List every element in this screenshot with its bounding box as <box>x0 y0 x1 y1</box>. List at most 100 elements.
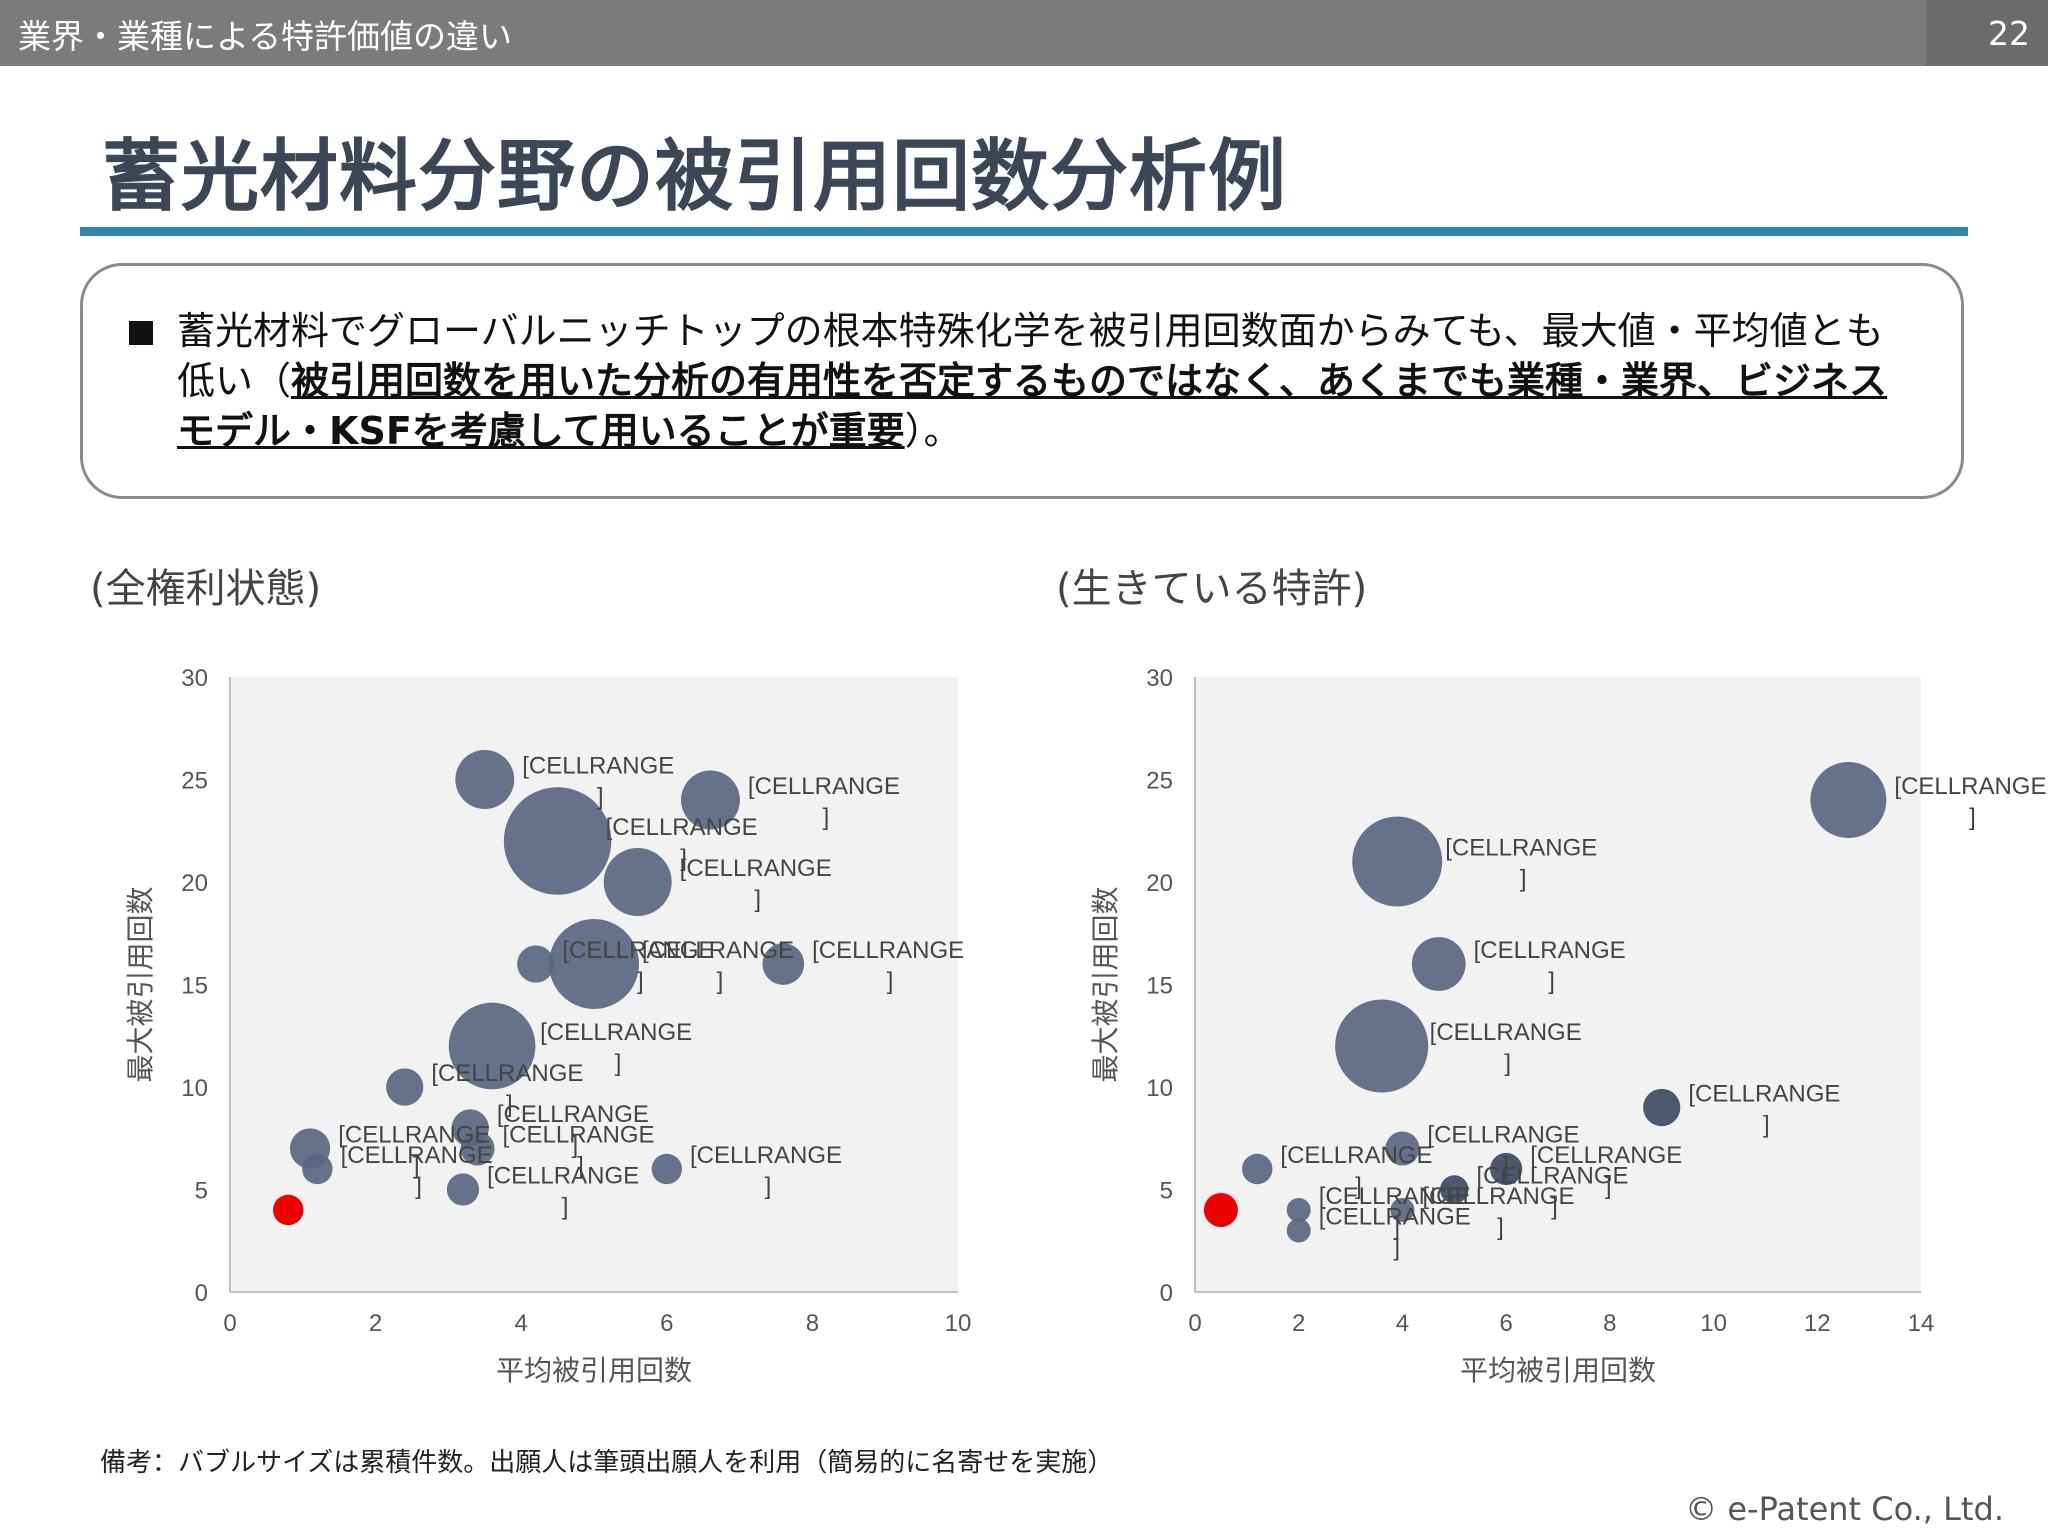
bubble <box>1440 1175 1469 1204</box>
bubble-label-bracket: ] <box>1763 1112 1770 1139</box>
bubble <box>460 1131 495 1166</box>
bubble-label-bracket: ] <box>754 886 761 913</box>
bubble <box>549 919 639 1009</box>
bubble-label: [CELLRANGE <box>1474 937 1626 964</box>
top-bar: 業界・業種による特許価値の違い 22 <box>0 0 2048 66</box>
bubble-label-bracket: ] <box>562 1194 569 1221</box>
copyright: © e-Patent Co., Ltd. <box>1685 1490 2004 1528</box>
y-tick-label: 10 <box>181 1075 208 1102</box>
bubble-label: [CELLRANGE <box>1530 1142 1682 1169</box>
summary-text: 蓄光材料でグローバルニッチトップの根本特殊化学を被引用回数面からみても、最大値・… <box>177 306 1897 456</box>
left-panel-label: (全権利状態) <box>90 566 322 612</box>
bubble-label-bracket: ] <box>1520 866 1527 893</box>
y-tick-label: 25 <box>1146 768 1173 795</box>
bubble-label: [CELLRANGE <box>540 1019 692 1046</box>
y-axis-title: 最大被引用回数 <box>124 886 157 1082</box>
bubble-label: [CELLRANGE <box>1422 1183 1574 1210</box>
bubble <box>681 770 740 830</box>
y-axis-title: 最大被引用回数 <box>1089 886 1122 1082</box>
y-tick-label: 30 <box>1146 665 1173 692</box>
y-tick-label: 0 <box>195 1280 208 1307</box>
bubble-label-bracket: ] <box>1504 1050 1511 1077</box>
highlight-bubble <box>1203 1193 1238 1227</box>
square-bullet-icon <box>129 321 153 345</box>
bubble-label-bracket: ] <box>887 968 894 995</box>
plot-area <box>1195 677 1921 1292</box>
bubble-label: [CELLRANGE <box>503 1122 655 1149</box>
bubble-label-bracket: ] <box>1497 1214 1504 1241</box>
x-tick-label: 10 <box>1700 1310 1727 1337</box>
bubble-label-bracket: ] <box>506 1091 513 1118</box>
section-title: 業界・業種による特許価値の違い <box>18 17 513 56</box>
bubble <box>1490 1152 1523 1186</box>
bubble-label: [CELLRANGE <box>1445 835 1597 862</box>
y-tick-label: 15 <box>1146 973 1173 1000</box>
bubble <box>517 945 555 983</box>
x-tick-label: 4 <box>1396 1310 1409 1337</box>
bubble-label-bracket: ] <box>415 1173 422 1200</box>
bubble-label-bracket: ] <box>615 1050 622 1077</box>
highlight-bubble <box>273 1194 304 1226</box>
y-tick-label: 5 <box>1160 1178 1173 1205</box>
bubble-label: [CELLRANGE <box>487 1163 639 1190</box>
summary-text-part-1: 蓄光材料でグローバルニッチトップの根本特殊化学を被引用回数面からみても、最大値・… <box>177 309 1884 403</box>
x-tick-label: 10 <box>945 1310 972 1337</box>
footnote: 備考：バブルサイズは累積件数。出願人は筆頭出願人を利用（簡易的に名寄せを実施） <box>100 1448 1114 1478</box>
bubble <box>1242 1153 1273 1185</box>
y-tick-label: 30 <box>181 665 208 692</box>
y-tick-label: 5 <box>195 1178 208 1205</box>
bubble <box>1335 999 1429 1093</box>
bubble-label-bracket: ] <box>765 1173 772 1200</box>
bubble-label: [CELLRANGE <box>812 937 964 964</box>
page-number-band <box>1926 0 2048 66</box>
x-tick-label: 6 <box>1499 1310 1512 1337</box>
x-tick-label: 2 <box>1292 1310 1305 1337</box>
y-tick-label: 20 <box>181 870 208 897</box>
bubble-label-bracket: ] <box>572 1132 579 1159</box>
bubble-label: [CELLRANGE <box>562 937 714 964</box>
x-tick-label: 0 <box>223 1310 236 1337</box>
bubble-label-bracket: ] <box>637 968 644 995</box>
bubble <box>446 1173 480 1206</box>
bubble-label: [CELLRANGE <box>338 1122 490 1149</box>
right-panel-label: (生きている特許) <box>1056 566 1368 612</box>
bubble <box>1286 1197 1311 1223</box>
bubble-label-bracket: ] <box>1969 804 1976 831</box>
bubble-label: [CELLRANGE <box>1894 773 2046 800</box>
bubble <box>1810 761 1887 839</box>
bubble <box>1385 1131 1420 1166</box>
bubble-label: [CELLRANGE <box>748 773 900 800</box>
x-tick-label: 6 <box>660 1310 673 1337</box>
bubble-chart-all-rights: 0 5 10 15 20 25 30 0 2 4 6 8 10 平均被引用回数 最大被引用回数 [CELLRA… <box>124 665 971 1387</box>
bubble-label: [CELLRANGE <box>1280 1142 1432 1169</box>
bubble-label: [CELLRANGE <box>1427 1122 1579 1149</box>
y-tick-label: 15 <box>181 973 208 1000</box>
x-tick-label: 4 <box>515 1310 528 1337</box>
bubble-label-bracket: ] <box>597 784 604 811</box>
x-tick-label: 8 <box>1603 1310 1616 1337</box>
bubble-label: [CELLRANGE <box>341 1142 493 1169</box>
summary-text-emphasis: 被引用回数を用いた分析の有用性を否定するものではなく、あくまでも業種・業界、ビジ… <box>177 359 1888 453</box>
bubble-label: [CELLRANGE <box>642 937 794 964</box>
bubble-label: [CELLRANGE <box>431 1060 583 1087</box>
bubble-label-bracket: ] <box>680 845 687 872</box>
bubble-label-bracket: ] <box>823 804 830 831</box>
bubble-label-bracket: ] <box>1393 1235 1400 1262</box>
bubble <box>651 1153 683 1185</box>
bubble <box>1286 1218 1311 1243</box>
x-axis-title: 平均被引用回数 <box>1460 1354 1656 1387</box>
x-tick-label: 0 <box>1188 1310 1201 1337</box>
bubble <box>603 848 672 916</box>
bubble-label: [CELLRANGE <box>1430 1019 1582 1046</box>
bubble-label: [CELLRANGE <box>606 814 758 841</box>
bubble <box>302 1153 333 1185</box>
bubble-label-bracket: ] <box>413 1153 420 1180</box>
page-number: 22 <box>1988 14 2030 53</box>
bubble <box>1352 816 1443 907</box>
bubble-label-bracket: ] <box>1551 1194 1558 1221</box>
y-tick-label: 10 <box>1146 1075 1173 1102</box>
bubble-label: [CELLRANGE <box>1477 1163 1629 1190</box>
bubble-label: [CELLRANGE <box>680 855 832 882</box>
bubble-label: [CELLRANGE <box>690 1142 842 1169</box>
